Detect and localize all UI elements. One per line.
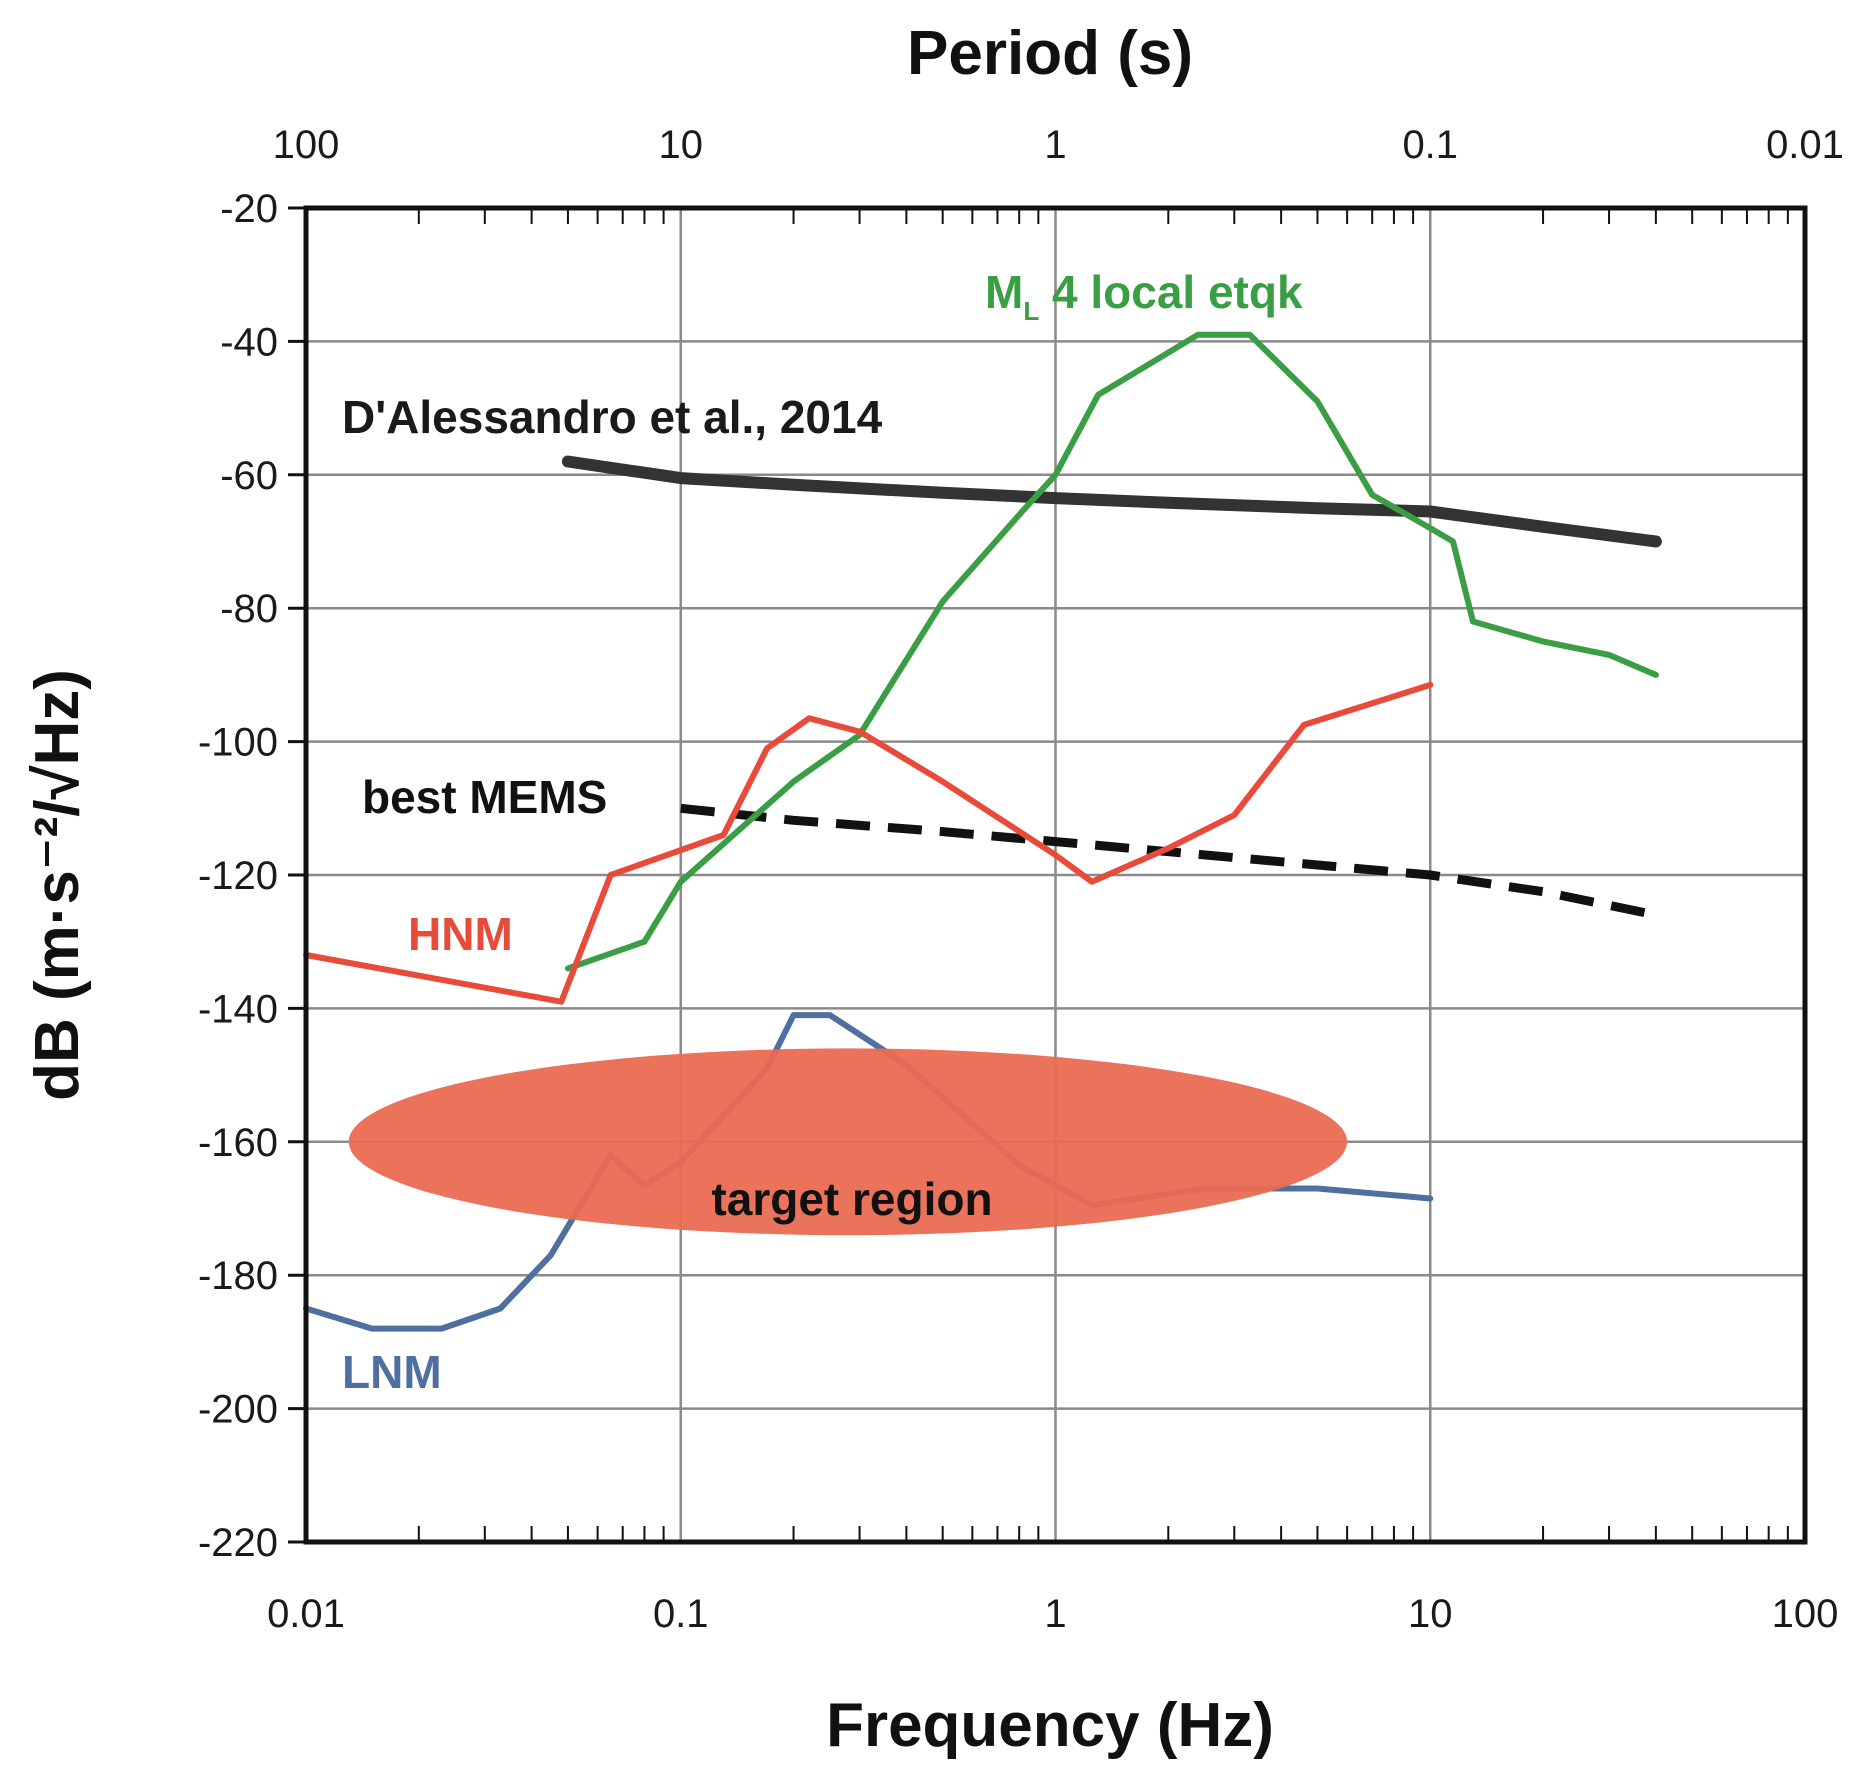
y-tick-label: -80 [220, 587, 278, 631]
target-region-ellipse [348, 1048, 1348, 1236]
tick-labels: -20 -40 -60 -80 -100 -120 -140 -160 -180 -200 -220… [198, 123, 1844, 1636]
series-line-d-alessandro-et-al-2014 [561, 455, 1662, 548]
x2-tick-label: 1 [1044, 123, 1066, 167]
x2-axis-title: Period (s) [907, 19, 1193, 88]
series-line-hnm [303, 681, 1434, 1005]
ml4-label-rest: 4 local etqk [1039, 266, 1303, 318]
y-tick-label: -40 [220, 320, 278, 364]
x-axis-title: Frequency (Hz) [826, 1691, 1274, 1760]
x-tick-label: 0.1 [653, 1592, 709, 1636]
y-tick-label: -200 [198, 1388, 278, 1432]
series-label-hnm: HNM [408, 908, 513, 960]
y-axis-title: dB (m·s⁻²/√Hz) [23, 669, 92, 1101]
x-tick-label: 0.01 [267, 1592, 345, 1636]
y-tick-label: -140 [198, 987, 278, 1031]
y-tick-label: -220 [198, 1521, 278, 1565]
y-tick-label: -120 [198, 854, 278, 898]
x2-tick-label: 100 [273, 123, 340, 167]
y-tick-label: -20 [220, 187, 278, 231]
series-line-ml-4-local-etqk [564, 331, 1659, 972]
series-label-dalessandro: D'Alessandro et al., 2014 [342, 391, 883, 443]
y-tick-label: -100 [198, 721, 278, 765]
series-label-ml4: ML 4 local etqk [985, 266, 1303, 326]
minor-ticks [288, 206, 1789, 1544]
y-tick-label: -180 [198, 1254, 278, 1298]
series-line-best-mems [680, 803, 1657, 920]
target-region-group [348, 1048, 1348, 1236]
x-tick-label: 10 [1408, 1592, 1453, 1636]
ml4-label-main: M [985, 266, 1023, 318]
series-label-best-mems: best MEMS [362, 771, 607, 823]
y-tick-label: -60 [220, 454, 278, 498]
series-lines [303, 331, 1662, 1005]
target-region-label: target region [711, 1173, 992, 1225]
x2-tick-label: 0.1 [1402, 123, 1458, 167]
x2-tick-label: 10 [659, 123, 704, 167]
x-tick-label: 1 [1044, 1592, 1066, 1636]
x-tick-label: 100 [1772, 1592, 1839, 1636]
x2-tick-label: 0.01 [1766, 123, 1844, 167]
series-label-lnm: LNM [342, 1346, 442, 1398]
y-tick-label: -160 [198, 1121, 278, 1165]
ml4-label-sub: L [1023, 296, 1039, 326]
